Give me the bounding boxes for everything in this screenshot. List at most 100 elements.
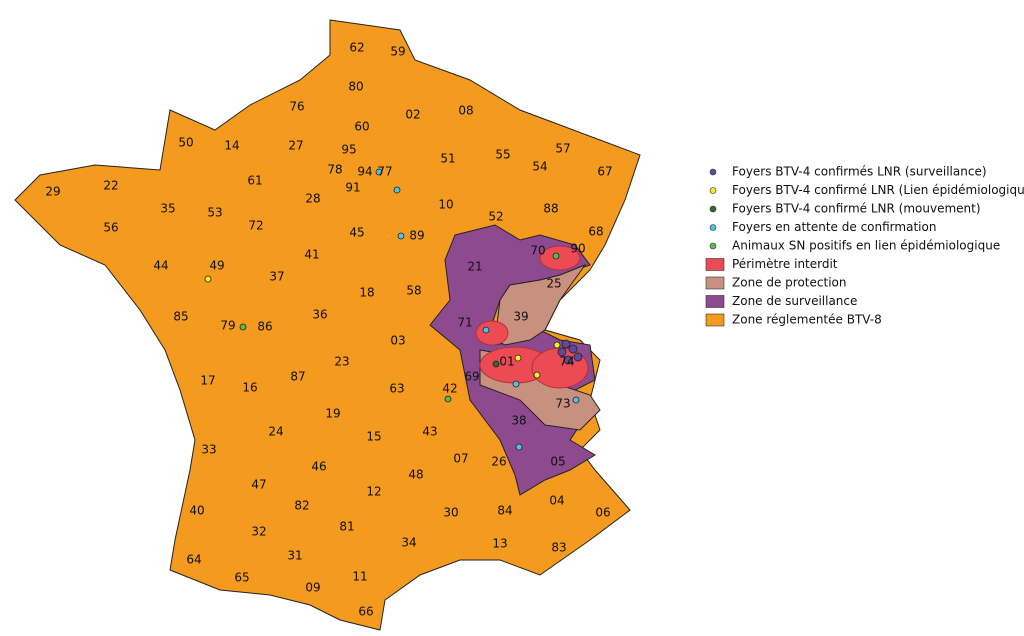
department-code: 38 [511,414,526,428]
department-code: 50 [178,136,193,150]
department-code: 31 [287,549,302,563]
map-shapes [14,19,641,631]
department-code: 45 [349,226,364,240]
outbreak-dot [533,371,541,379]
department-code: 34 [401,536,416,550]
legend-dot [709,224,717,231]
department-code: 18 [359,286,374,300]
department-code: 22 [103,179,118,193]
department-code: 85 [173,310,188,324]
outbreak-dot [563,355,573,365]
department-code: 10 [438,198,453,212]
department-code: 54 [532,160,547,174]
department-code: 72 [248,219,263,233]
outbreak-dot [444,395,452,403]
department-code: 14 [224,139,239,153]
department-code: 25 [546,277,561,291]
department-code: 57 [555,142,570,156]
france-outline [14,19,641,631]
department-code: 28 [305,192,320,206]
forbidden-area [539,245,581,271]
legend-dot [709,187,717,194]
department-code: 36 [312,308,327,322]
department-code: 87 [290,370,305,384]
department-code: 76 [289,100,304,114]
department-code: 67 [597,165,612,179]
department-code: 05 [550,455,565,469]
department-code: 82 [294,499,309,513]
department-code: 86 [257,320,272,334]
department-code: 17 [200,374,215,388]
department-code: 11 [352,570,367,584]
department-code: 73 [555,397,570,411]
department-code: 95 [341,143,356,157]
department-code: 08 [458,104,473,118]
department-code: 03 [390,334,405,348]
outbreak-dot [557,347,567,357]
legend-dot [709,205,717,213]
department-code: 62 [349,41,364,55]
department-code: 94 [357,165,372,179]
department-code: 23 [334,355,349,369]
department-code: 27 [288,139,303,153]
department-code: 42 [442,382,457,396]
department-code: 83 [551,541,566,555]
legend-label: Foyers BTV-4 confirmés LNR (surveillance… [732,165,987,179]
department-code: 74 [559,355,574,369]
department-code: 41 [304,248,319,262]
outbreak-dot [552,252,560,260]
forbidden-perimeter [475,245,589,389]
department-code: 55 [495,148,510,162]
department-code: 39 [513,310,528,324]
legend-dot [709,168,717,176]
outbreak-dot [204,275,212,283]
department-code: 68 [588,225,603,239]
department-code: 13 [492,537,507,551]
department-code: 06 [595,506,610,520]
department-code: 84 [497,504,512,518]
legend-label: Zone de surveillance [732,294,857,308]
department-code: 07 [453,452,468,466]
outbreak-dot [512,380,520,388]
department-code: 24 [268,425,283,439]
department-code: 69 [464,370,479,384]
outbreak-dot [553,341,561,349]
legend-swatch [705,313,725,327]
department-code: 43 [422,425,437,439]
department-code: 70 [530,244,545,258]
outbreak-dot [573,352,583,362]
department-code: 79 [220,319,235,333]
legend: Foyers BTV-4 confirmés LNR (surveillance… [705,165,1024,327]
outbreak-dot [375,168,383,176]
department-code: 33 [201,443,216,457]
department-code: 91 [345,181,360,195]
department-code: 53 [207,206,222,220]
outbreak-points [204,168,583,451]
department-code: 32 [251,525,266,539]
department-code: 77 [377,165,392,179]
department-code: 78 [327,163,342,177]
department-code: 30 [443,506,458,520]
department-code: 80 [348,80,363,94]
department-code: 66 [358,605,373,619]
department-code: 12 [366,485,381,499]
department-code: 60 [354,120,369,134]
department-code: 58 [406,284,421,298]
department-code: 88 [543,202,558,216]
department-code: 48 [408,468,423,482]
legend-label: Animaux SN positifs en lien épidémiologi… [732,239,1000,253]
department-code: 47 [251,478,266,492]
outbreak-dot [492,360,500,368]
legend-label: Foyers BTV-4 confirmé LNR (mouvement) [732,202,981,216]
department-code: 49 [209,259,224,273]
outbreak-dot [397,232,405,240]
department-code: 81 [339,520,354,534]
department-code: 37 [269,270,284,284]
legend-dot [709,242,717,250]
outbreak-dot [393,186,401,194]
outbreak-dot [572,396,580,404]
department-code: 89 [409,229,424,243]
outbreak-dot [514,354,522,362]
legend-swatch [705,258,725,271]
department-code: 71 [457,316,472,330]
